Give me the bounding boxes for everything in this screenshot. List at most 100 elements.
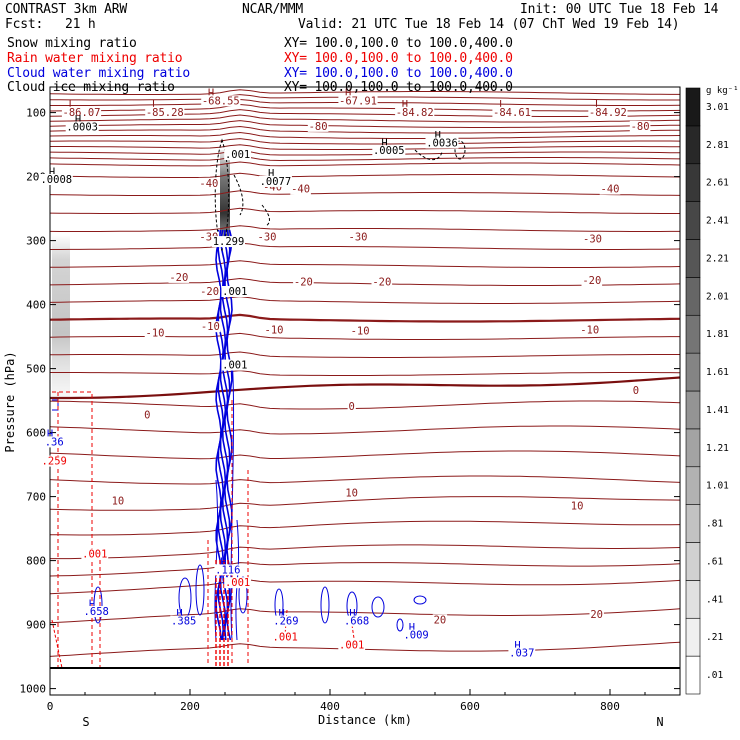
temperature-contour [50,296,680,304]
rain-contour [52,391,93,668]
colorbar-tick-label: .21 [706,632,723,643]
temperature-label: 10 [571,500,584,512]
cloud-water-max-value: .658 [84,606,109,618]
cloud-water-max-value: .385 [171,616,196,628]
extremum-value-bg [588,106,628,118]
y-tick-label: 600 [26,427,46,440]
temperature-label-bg [579,324,600,336]
temperature-label: -10 [146,328,165,340]
ice-value-bg [224,149,251,161]
temperature-label: 0 [349,401,355,413]
temperature-contour [50,578,680,595]
temperature-label-bg [344,487,359,499]
colorbar-tick-label: 1.41 [706,405,729,416]
temperature-contour [50,277,680,286]
temperature-contour [50,172,680,178]
temperature-contour [50,400,680,410]
temperature-label: -20 [294,276,313,288]
temperature-label-bg [581,275,603,287]
ice-contour [414,149,443,161]
ice-value-bg [212,236,245,248]
snow-max-value-bg [39,174,73,185]
rain-max-value: .001 [82,548,107,560]
temperature-label: 10 [345,488,358,500]
temperature-label-bg [256,231,278,243]
cloud-water-max-value-bg [508,647,536,659]
temperature-label: -10 [580,324,599,336]
rain-max-value-bg [271,631,299,643]
rain-max-value-bg [224,577,251,589]
extremum-value-bg [145,106,185,118]
temperature-contours [50,89,680,657]
temperature-label-bg [631,385,640,397]
colorbar-swatch [685,125,701,165]
ice-contour [214,138,230,252]
snow-max-value-bg [65,121,99,133]
temperature-contour [50,144,680,150]
ice-value: .001 [222,286,247,298]
snow-max-value-bg [372,145,406,157]
extremum-value-bg [201,95,241,107]
temperature-label-bg [168,271,190,283]
colorbar-tick-label: .61 [706,556,723,567]
colorbar-tick-label: 2.41 [706,216,729,227]
south-label: S [82,715,89,729]
temperature-contour [50,190,680,196]
colorbar-swatch [685,352,701,392]
cloud-water-max-marker: H [176,608,182,620]
y-tick-label: 800 [26,555,46,568]
ice-contour [454,140,466,160]
extremum-value: -85.28 [146,107,184,119]
cloud-water-contour [52,399,59,411]
y-tick-label: 400 [26,299,46,312]
cloud-water-max-marker: H [220,557,226,569]
cloud-water-max-value: .269 [273,616,298,628]
colorbar-swatch [685,201,701,240]
x-axis-label: Distance (km) [318,713,412,727]
colorbar-swatch [685,87,701,127]
colorbar-swatch [685,655,701,695]
snow-max-marker: H [75,114,81,126]
extremum-value: -86.07 [63,107,101,119]
temperature-contour [50,313,680,323]
ice-value: .001 [222,360,247,372]
colorbar-tick-label: 2.61 [706,178,729,189]
cloud-water-max-value-bg [82,606,110,617]
rain-contour [51,619,63,669]
colorbar-swatch [685,163,701,202]
extremum-value-bg [395,106,435,118]
cloud-water-max-value-bg [43,436,65,448]
cloud-water-max-value: .116 [215,564,240,576]
ice-contours [214,138,466,252]
temperature-contour [50,260,680,268]
temperature-contour [50,475,680,485]
cloud-water-max-marker: H [349,608,355,620]
temperature-label: 20 [590,609,603,621]
extremum-value: -84.82 [396,107,434,119]
temperature-label: -40 [199,178,218,190]
temperature-label: -40 [291,184,310,196]
legend-cloud-water: Cloud water mixing ratio [7,66,191,81]
temperature-contour [50,161,680,167]
rain-max-value-bg [81,548,109,560]
temperature-contour [50,544,680,560]
cloud-water-max-value-bg [170,615,198,627]
cloud-water-max-marker: H [47,429,53,441]
temperature-label: -10 [201,321,220,333]
valid-time: Valid: 21 UTC Tue 18 Feb 14 (07 ChT Wed … [298,17,680,32]
temperature-label: -20 [582,275,601,287]
temperature-label-bg [262,181,283,193]
temperature-label: 10 [112,495,125,507]
cloud-water-max-marker: H [89,598,95,610]
temperature-label-bg [143,409,152,421]
temperature-label: 20 [434,614,447,626]
model-title: CONTRAST 3km ARW [5,2,128,17]
y-tick-label: 1000 [20,683,47,696]
temperature-label-bg [293,276,314,288]
temperature-label-bg [371,276,393,288]
cloud-water-max-marker: H [514,640,520,652]
temperature-label: -30 [583,234,602,246]
snow-max-marker: H [268,168,274,180]
temperature-label-bg [432,614,448,626]
